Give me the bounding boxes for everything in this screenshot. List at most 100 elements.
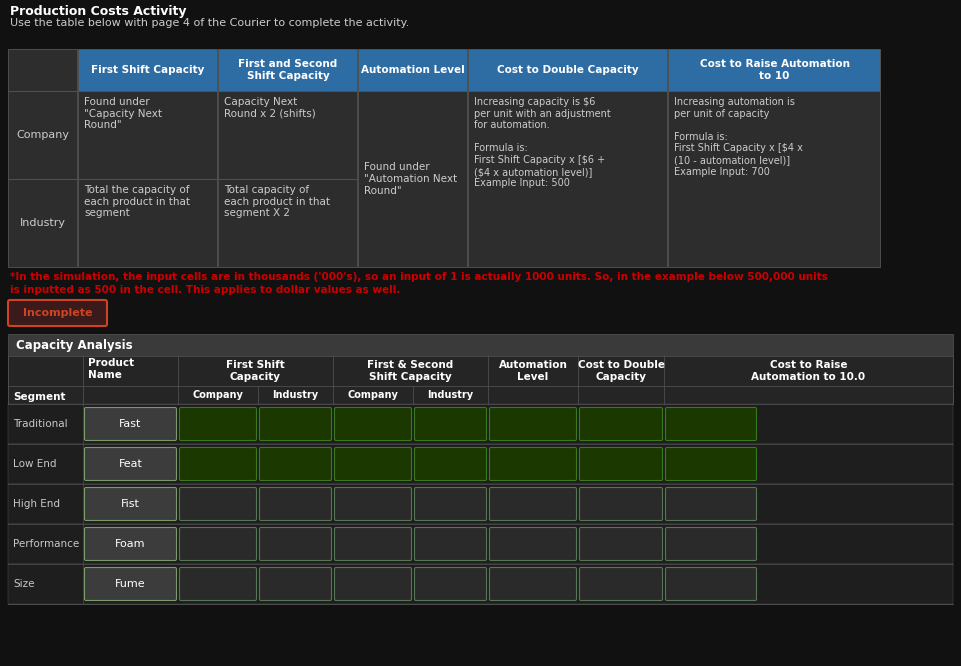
Bar bbox=[218, 49, 357, 91]
FancyBboxPatch shape bbox=[334, 448, 411, 480]
Bar bbox=[358, 91, 467, 267]
FancyBboxPatch shape bbox=[180, 527, 257, 561]
Text: Capacity Analysis: Capacity Analysis bbox=[16, 338, 133, 352]
FancyBboxPatch shape bbox=[666, 408, 756, 440]
Text: Fume: Fume bbox=[115, 579, 146, 589]
FancyBboxPatch shape bbox=[8, 300, 107, 326]
Text: Fast: Fast bbox=[119, 419, 141, 429]
FancyBboxPatch shape bbox=[85, 448, 177, 480]
Text: Incomplete: Incomplete bbox=[23, 308, 92, 318]
FancyBboxPatch shape bbox=[579, 527, 662, 561]
Text: First Shift
Capacity: First Shift Capacity bbox=[226, 360, 284, 382]
FancyBboxPatch shape bbox=[334, 567, 411, 601]
FancyBboxPatch shape bbox=[579, 567, 662, 601]
Bar bbox=[8, 91, 77, 179]
FancyBboxPatch shape bbox=[259, 448, 332, 480]
FancyBboxPatch shape bbox=[414, 527, 486, 561]
FancyBboxPatch shape bbox=[259, 488, 332, 521]
FancyBboxPatch shape bbox=[180, 408, 257, 440]
Text: Automation
Level: Automation Level bbox=[499, 360, 567, 382]
FancyBboxPatch shape bbox=[489, 527, 577, 561]
Text: Company: Company bbox=[348, 390, 399, 400]
Text: Increasing automation is
per unit of capacity

Formula is:
First Shift Capacity : Increasing automation is per unit of cap… bbox=[674, 97, 802, 176]
FancyBboxPatch shape bbox=[334, 408, 411, 440]
Text: First and Second
Shift Capacity: First and Second Shift Capacity bbox=[238, 59, 337, 81]
FancyBboxPatch shape bbox=[180, 488, 257, 521]
Text: Company: Company bbox=[16, 130, 69, 140]
FancyBboxPatch shape bbox=[414, 488, 486, 521]
Bar bbox=[8, 444, 953, 484]
Text: Industry: Industry bbox=[20, 218, 66, 228]
Text: Found under
"Automation Next
Round": Found under "Automation Next Round" bbox=[364, 163, 457, 196]
Text: Segment: Segment bbox=[13, 392, 65, 402]
Text: Capacity Next
Round x 2 (shifts): Capacity Next Round x 2 (shifts) bbox=[224, 97, 316, 119]
FancyBboxPatch shape bbox=[259, 527, 332, 561]
Text: Total capacity of
each product in that
segment X 2: Total capacity of each product in that s… bbox=[224, 185, 330, 218]
Text: Industry: Industry bbox=[272, 390, 318, 400]
Bar bbox=[8, 334, 953, 356]
Bar bbox=[8, 524, 953, 564]
Bar bbox=[8, 404, 953, 444]
FancyBboxPatch shape bbox=[666, 567, 756, 601]
Text: *In the simulation, the input cells are in thousands ('000's), so an input of 1 : *In the simulation, the input cells are … bbox=[10, 272, 827, 282]
FancyBboxPatch shape bbox=[666, 488, 756, 521]
FancyBboxPatch shape bbox=[489, 448, 577, 480]
FancyBboxPatch shape bbox=[85, 567, 177, 601]
Text: Increasing capacity is $6
per unit with an adjustment
for automation.

Formula i: Increasing capacity is $6 per unit with … bbox=[474, 97, 611, 188]
FancyBboxPatch shape bbox=[180, 567, 257, 601]
Bar bbox=[8, 564, 953, 604]
Text: Fist: Fist bbox=[121, 499, 140, 509]
FancyBboxPatch shape bbox=[414, 567, 486, 601]
Bar bbox=[358, 49, 467, 91]
Bar bbox=[218, 91, 357, 179]
Text: Production Costs Activity: Production Costs Activity bbox=[10, 5, 186, 18]
FancyBboxPatch shape bbox=[489, 567, 577, 601]
Text: Cost to Double Capacity: Cost to Double Capacity bbox=[497, 65, 639, 75]
Bar bbox=[78, 49, 217, 91]
Bar bbox=[468, 49, 667, 91]
Bar bbox=[8, 356, 953, 404]
FancyBboxPatch shape bbox=[489, 408, 577, 440]
Text: First Shift Capacity: First Shift Capacity bbox=[91, 65, 205, 75]
Bar bbox=[8, 484, 953, 524]
FancyBboxPatch shape bbox=[85, 408, 177, 440]
Text: Product
Name: Product Name bbox=[88, 358, 135, 380]
Bar bbox=[668, 49, 880, 91]
Bar bbox=[468, 91, 667, 267]
Bar bbox=[78, 179, 217, 267]
Text: Feat: Feat bbox=[118, 459, 142, 469]
FancyBboxPatch shape bbox=[579, 408, 662, 440]
FancyBboxPatch shape bbox=[85, 488, 177, 521]
Text: Industry: Industry bbox=[428, 390, 474, 400]
FancyBboxPatch shape bbox=[414, 448, 486, 480]
FancyBboxPatch shape bbox=[259, 408, 332, 440]
FancyBboxPatch shape bbox=[85, 527, 177, 561]
Text: Cost to Double
Capacity: Cost to Double Capacity bbox=[578, 360, 664, 382]
Text: Traditional: Traditional bbox=[13, 419, 67, 429]
Text: Performance: Performance bbox=[13, 539, 79, 549]
Bar bbox=[8, 49, 77, 91]
FancyBboxPatch shape bbox=[579, 488, 662, 521]
FancyBboxPatch shape bbox=[666, 448, 756, 480]
FancyBboxPatch shape bbox=[334, 488, 411, 521]
Text: Foam: Foam bbox=[115, 539, 146, 549]
Bar bbox=[218, 179, 357, 267]
Text: Low End: Low End bbox=[13, 459, 57, 469]
Text: High End: High End bbox=[13, 499, 60, 509]
Text: Cost to Raise Automation
to 10: Cost to Raise Automation to 10 bbox=[700, 59, 850, 81]
FancyBboxPatch shape bbox=[334, 527, 411, 561]
Text: Company: Company bbox=[192, 390, 243, 400]
Text: Use the table below with page 4 of the Courier to complete the activity.: Use the table below with page 4 of the C… bbox=[10, 18, 409, 28]
FancyBboxPatch shape bbox=[259, 567, 332, 601]
Text: Total the capacity of
each product in that
segment: Total the capacity of each product in th… bbox=[84, 185, 190, 218]
Bar bbox=[8, 179, 77, 267]
Text: Cost to Raise
Automation to 10.0: Cost to Raise Automation to 10.0 bbox=[752, 360, 866, 382]
Text: Found under
"Capacity Next
Round": Found under "Capacity Next Round" bbox=[84, 97, 162, 130]
Text: Size: Size bbox=[13, 579, 35, 589]
FancyBboxPatch shape bbox=[579, 448, 662, 480]
FancyBboxPatch shape bbox=[414, 408, 486, 440]
FancyBboxPatch shape bbox=[666, 527, 756, 561]
Bar bbox=[668, 91, 880, 267]
Text: is inputted as 500 in the cell. This applies to dollar values as well.: is inputted as 500 in the cell. This app… bbox=[10, 285, 401, 295]
Text: First & Second
Shift Capacity: First & Second Shift Capacity bbox=[367, 360, 454, 382]
